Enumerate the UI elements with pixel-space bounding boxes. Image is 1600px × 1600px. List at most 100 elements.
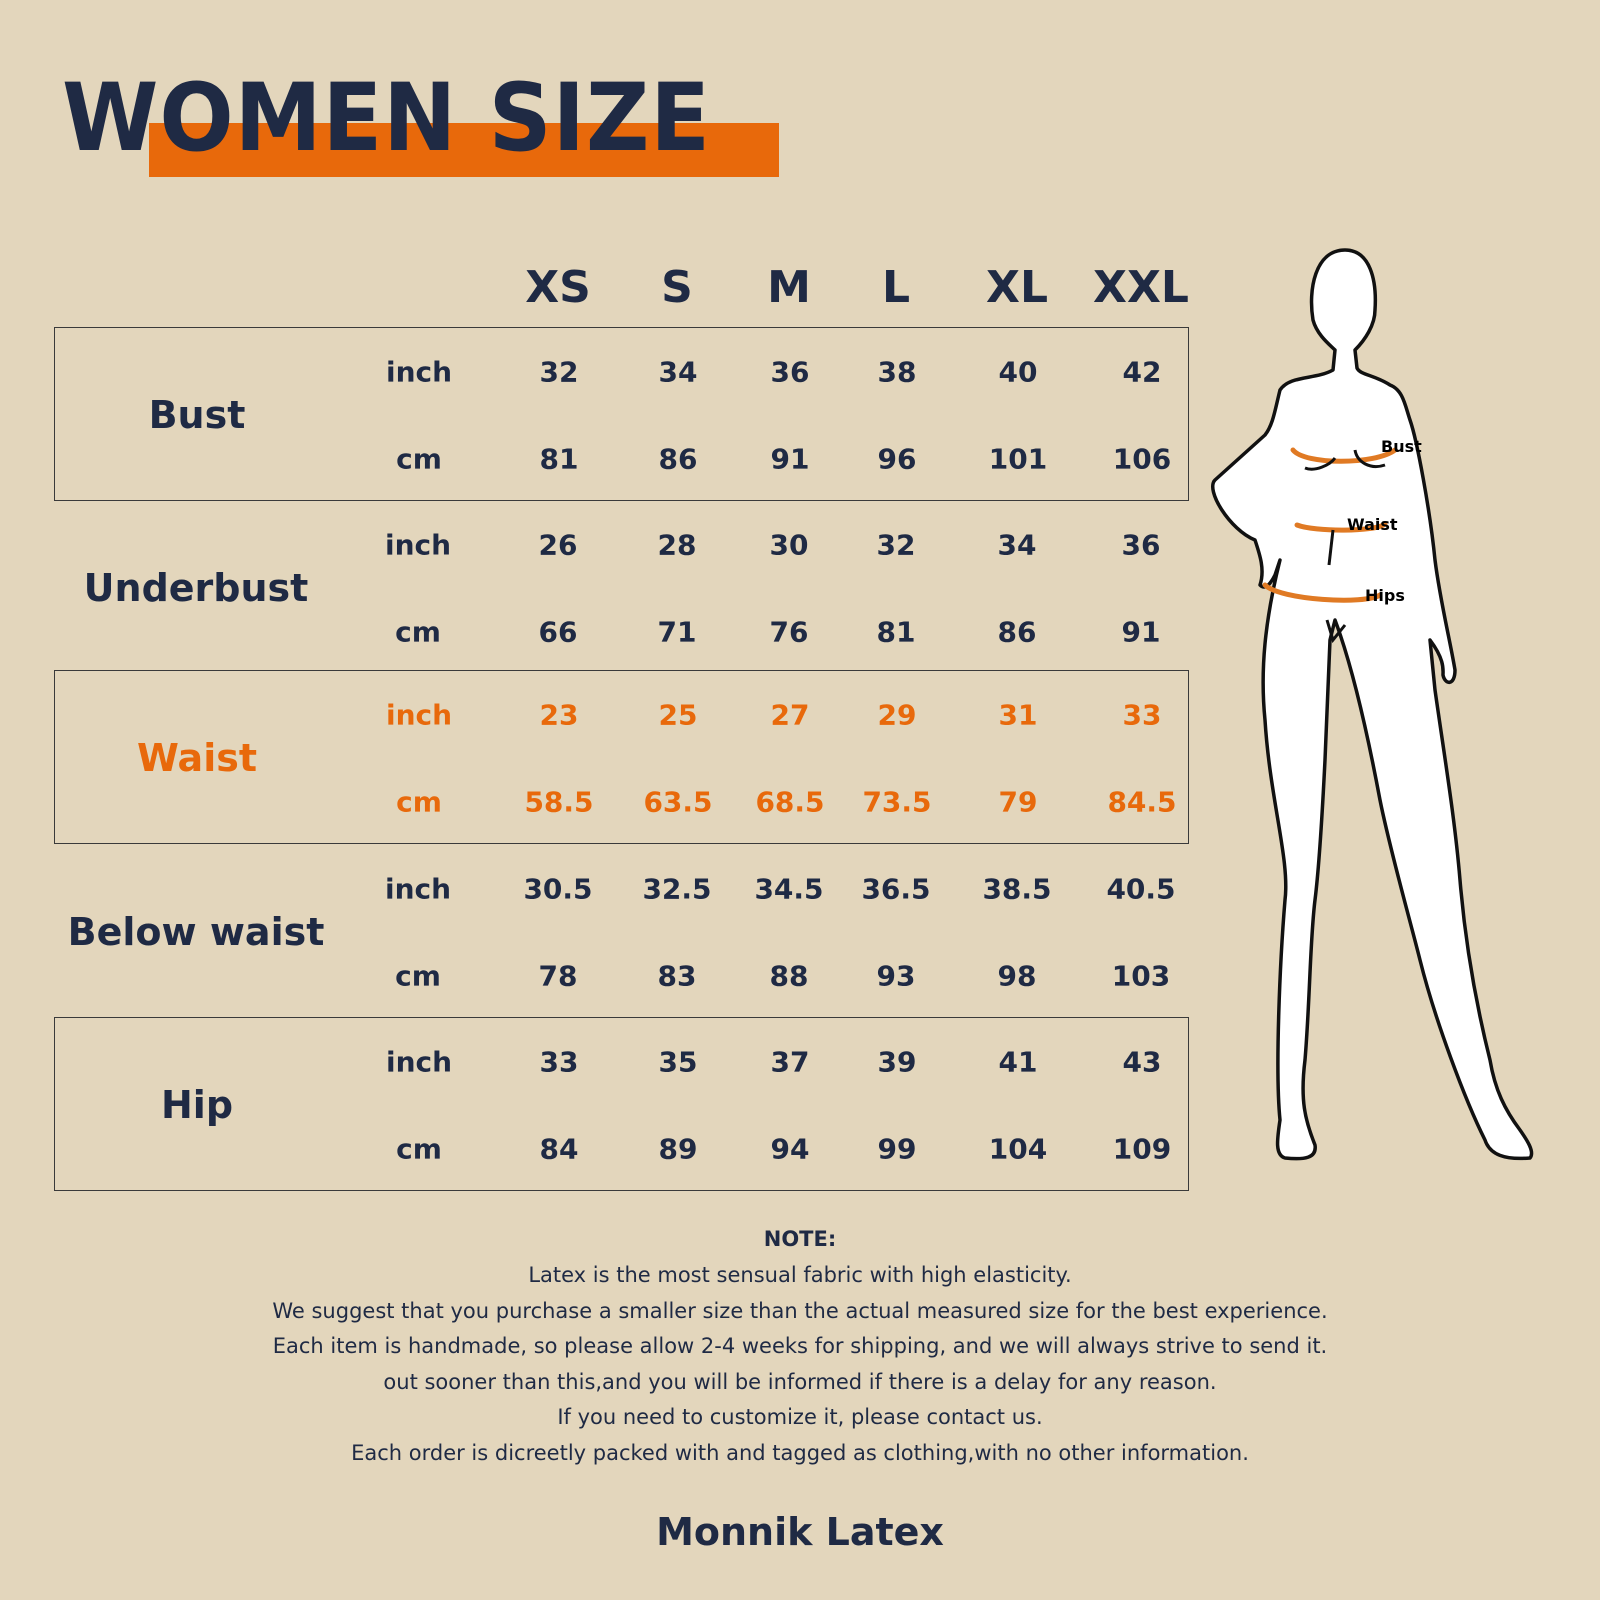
unit-label-inch: inch [385, 698, 453, 732]
value-cell-inch: 32 [876, 528, 916, 562]
note-line: out sooner than this,and you will be inf… [383, 1369, 1217, 1394]
value-cell-inch: 36 [770, 355, 810, 389]
value-cell-inch: 43 [1122, 1045, 1162, 1079]
value-cell-inch: 30.5 [523, 872, 593, 906]
value-cell-cm: 109 [1112, 1132, 1172, 1166]
value-cell-inch: 42 [1122, 355, 1162, 389]
unit-label-cm: cm [395, 615, 441, 649]
size-header-xs: XS [525, 262, 591, 313]
value-cell-cm: 101 [988, 442, 1048, 476]
value-cell-inch: 40.5 [1106, 872, 1176, 906]
unit-label-inch: inch [385, 355, 453, 389]
measurement-row-below-waist: Below waist inch 30.5 32.5 34.5 36.5 38.5 40.5 c… [54, 845, 1189, 1019]
value-cell-cm: 84 [539, 1132, 579, 1166]
measurement-row-hip: Hip inch 33 35 37 39 41 43 cm 84 89 94 99 104 109 [54, 1017, 1189, 1191]
value-cell-cm: 86 [997, 615, 1037, 649]
value-cell-inch: 35 [658, 1045, 698, 1079]
unit-label-inch: inch [385, 1045, 453, 1079]
value-cell-cm: 68.5 [755, 785, 825, 819]
size-header-xl: XL [986, 262, 1048, 313]
value-cell-cm: 84.5 [1107, 785, 1177, 819]
size-header-m: M [767, 262, 811, 313]
value-cell-cm: 73.5 [862, 785, 932, 819]
measurement-row-bust: Bust inch 32 34 36 38 40 42 cm 81 86 91 96 101 106 [54, 327, 1189, 501]
value-cell-inch: 33 [539, 1045, 579, 1079]
note-line: Latex is the most sensual fabric with hi… [528, 1263, 1072, 1287]
value-cell-cm: 91 [770, 442, 810, 476]
row-label: Underbust [83, 566, 309, 610]
value-cell-cm: 93 [876, 959, 916, 993]
value-cell-cm: 104 [988, 1132, 1048, 1166]
title-highlight-bar [149, 123, 779, 177]
note-title: NOTE: [763, 1227, 837, 1251]
measurement-row-waist: Waist inch 23 25 27 29 31 33 cm 58.5 63.5 68.5 73.5 7… [54, 670, 1189, 844]
value-cell-inch: 34.5 [754, 872, 824, 906]
size-header-s: S [661, 262, 693, 313]
value-cell-cm: 89 [658, 1132, 698, 1166]
value-cell-cm: 71 [657, 615, 697, 649]
value-cell-inch: 23 [539, 698, 579, 732]
brand-name: Monnik Latex [656, 1510, 944, 1554]
size-header-xxl: XXL [1093, 262, 1189, 313]
value-cell-cm: 96 [877, 442, 917, 476]
value-cell-inch: 36.5 [861, 872, 931, 906]
value-cell-inch: 29 [877, 698, 917, 732]
value-cell-cm: 76 [769, 615, 809, 649]
row-label: Bust [148, 393, 246, 437]
value-cell-inch: 25 [658, 698, 698, 732]
hips-figure-label: Hips [1365, 586, 1405, 605]
mannequin-illustration [1211, 248, 1534, 1161]
value-cell-cm: 88 [769, 959, 809, 993]
size-header-l: L [881, 262, 911, 313]
note-line: Each item is handmade, so please allow 2… [272, 1334, 1328, 1358]
value-cell-cm: 78 [538, 959, 578, 993]
value-cell-cm: 81 [876, 615, 916, 649]
unit-label-cm: cm [395, 959, 441, 993]
value-cell-inch: 32 [539, 355, 579, 389]
value-cell-cm: 79 [998, 785, 1038, 819]
note-line: Each order is dicreetly packed with and … [351, 1440, 1249, 1465]
note-line: If you need to customize it, please cont… [557, 1405, 1043, 1429]
value-cell-cm: 98 [997, 959, 1037, 993]
value-cell-inch: 34 [997, 528, 1037, 562]
value-cell-cm: 91 [1121, 615, 1161, 649]
body-measurement-figure: Bust Waist Hips [1205, 240, 1565, 1194]
value-cell-inch: 26 [538, 528, 578, 562]
row-label: Waist [136, 736, 258, 780]
value-cell-inch: 33 [1122, 698, 1162, 732]
value-cell-inch: 28 [657, 528, 697, 562]
value-cell-cm: 103 [1111, 959, 1171, 993]
value-cell-cm: 63.5 [643, 785, 713, 819]
value-cell-inch: 30 [769, 528, 809, 562]
measurement-row-underbust: Underbust inch 26 28 30 32 34 36 cm 66 71 76 81 86 91 [54, 501, 1189, 675]
page-title: WOMEN SIZE [62, 64, 711, 173]
unit-label-cm: cm [396, 442, 442, 476]
value-cell-cm: 106 [1112, 442, 1172, 476]
value-cell-cm: 83 [657, 959, 697, 993]
value-cell-inch: 39 [877, 1045, 917, 1079]
unit-label-cm: cm [396, 1132, 442, 1166]
value-cell-inch: 31 [998, 698, 1038, 732]
value-cell-cm: 99 [877, 1132, 917, 1166]
unit-label-inch: inch [384, 528, 452, 562]
row-label: Hip [160, 1083, 234, 1127]
value-cell-inch: 38.5 [982, 872, 1052, 906]
value-cell-inch: 34 [658, 355, 698, 389]
bust-figure-label: Bust [1381, 437, 1422, 456]
value-cell-cm: 94 [770, 1132, 810, 1166]
value-cell-inch: 36 [1121, 528, 1161, 562]
value-cell-inch: 27 [770, 698, 810, 732]
value-cell-cm: 86 [658, 442, 698, 476]
value-cell-inch: 37 [770, 1045, 810, 1079]
unit-label-cm: cm [396, 785, 442, 819]
value-cell-inch: 32.5 [642, 872, 712, 906]
unit-label-inch: inch [384, 872, 452, 906]
row-label: Below waist [67, 910, 325, 954]
value-cell-cm: 81 [539, 442, 579, 476]
value-cell-inch: 40 [998, 355, 1038, 389]
value-cell-cm: 66 [538, 615, 578, 649]
value-cell-inch: 41 [998, 1045, 1038, 1079]
waist-figure-label: Waist [1347, 515, 1398, 534]
note-line: We suggest that you purchase a smaller s… [272, 1298, 1328, 1323]
value-cell-cm: 58.5 [524, 785, 594, 819]
